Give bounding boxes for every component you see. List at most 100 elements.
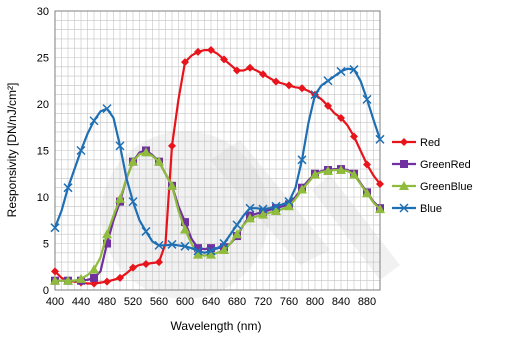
- data-point-greenblue: [154, 156, 164, 166]
- data-point-blue: [206, 246, 216, 256]
- data-point-blue: [271, 201, 281, 211]
- x-tick-label: 440: [72, 296, 90, 308]
- y-tick-label: 15: [37, 146, 49, 158]
- data-point-blue: [89, 116, 99, 126]
- data-point-blue: [323, 76, 333, 86]
- data-point-red: [142, 259, 150, 268]
- data-point-red: [207, 46, 215, 55]
- data-point-greenblue: [232, 229, 242, 239]
- x-tick-label: 400: [46, 296, 64, 308]
- plot-area: [54, 10, 381, 291]
- data-point-red: [116, 273, 124, 282]
- data-point-red: [350, 132, 358, 141]
- y-tick-label: 25: [37, 53, 49, 65]
- data-point-greenblue: [50, 275, 60, 285]
- x-tick-label: 640: [202, 296, 220, 308]
- data-point-greenblue: [115, 193, 125, 203]
- data-point-red: [181, 58, 189, 67]
- legend-item-blue: Blue: [392, 203, 442, 215]
- data-point-greenred: [194, 244, 202, 253]
- data-point-greenblue: [167, 180, 177, 190]
- data-point-greenred: [181, 218, 189, 227]
- y-tick-label: 10: [37, 192, 49, 204]
- legend: Red GreenRed GreenBlue Blue: [392, 137, 473, 215]
- data-point-red: [51, 267, 59, 276]
- legend-item-red: Red: [392, 137, 440, 149]
- data-point-greenblue: [362, 188, 372, 198]
- data-point-red: [129, 263, 137, 272]
- y-tick-label: 20: [37, 99, 49, 111]
- data-point-blue: [375, 134, 385, 144]
- data-point-blue: [310, 90, 320, 100]
- data-point-blue: [349, 65, 359, 75]
- legend-label: Blue: [420, 203, 442, 215]
- y-axis-title: Responsivity [DN/nJ/cm²]: [5, 83, 19, 218]
- data-point-greenblue: [63, 275, 73, 285]
- y-tick-label: 5: [43, 239, 49, 251]
- data-point-greenblue: [375, 204, 385, 214]
- x-tick-label: 600: [176, 296, 194, 308]
- data-point-blue: [76, 145, 86, 156]
- data-point-red: [363, 160, 371, 169]
- series-blue: [50, 65, 385, 256]
- x-axis-title: Wavelength (nm): [171, 319, 262, 333]
- data-point-greenblue: [323, 165, 333, 175]
- data-point-blue: [232, 220, 242, 230]
- legend-item-greenblue: GreenBlue: [392, 181, 473, 193]
- data-point-blue: [219, 238, 229, 249]
- data-point-red: [298, 84, 306, 93]
- data-point-red: [168, 141, 176, 150]
- data-point-red: [272, 77, 280, 86]
- data-point-red: [194, 47, 202, 56]
- data-point-blue: [180, 241, 190, 251]
- x-tick-label: 520: [124, 296, 142, 308]
- data-point-greenred: [103, 239, 111, 248]
- data-point-greenblue: [219, 245, 229, 255]
- data-point-red: [220, 55, 228, 64]
- data-point-greenblue: [271, 205, 281, 215]
- data-point-greenblue: [297, 184, 307, 194]
- series-greenblue: [50, 147, 385, 285]
- data-point-blue: [154, 240, 164, 250]
- data-point-red: [324, 101, 332, 110]
- data-point-blue: [141, 226, 151, 236]
- data-point-red: [233, 66, 241, 75]
- data-point-blue: [362, 94, 372, 104]
- legend-marker: [399, 181, 409, 190]
- x-tick-label: 480: [98, 296, 116, 308]
- data-point-blue: [115, 141, 125, 151]
- data-point-greenblue: [349, 169, 359, 179]
- x-axis-ticks: 400 440 480 520 560 600 640 680 720 760 800 840 880: [46, 296, 376, 308]
- x-tick-label: 880: [358, 296, 376, 308]
- legend-marker: [400, 160, 408, 168]
- x-tick-label: 680: [228, 296, 246, 308]
- data-point-greenblue: [141, 147, 151, 157]
- data-point-red: [155, 258, 163, 267]
- data-point-red: [376, 179, 384, 188]
- series-layer: [50, 46, 385, 288]
- data-point-greenred: [90, 273, 98, 282]
- data-point-greenblue: [258, 209, 268, 219]
- data-point-blue: [102, 104, 112, 114]
- data-point-greenblue: [180, 224, 190, 234]
- data-point-greenblue: [245, 213, 255, 223]
- x-tick-label: 560: [150, 296, 168, 308]
- data-point-greenblue: [284, 201, 294, 211]
- data-point-red: [246, 63, 254, 72]
- data-point-blue: [50, 223, 60, 233]
- data-point-greenblue: [310, 169, 320, 179]
- data-point-blue: [297, 155, 307, 165]
- data-point-blue: [258, 204, 268, 214]
- x-tick-label: 720: [254, 296, 272, 308]
- legend-label: Red: [420, 137, 440, 149]
- x-tick-label: 760: [280, 296, 298, 308]
- data-point-greenblue: [128, 156, 138, 166]
- data-point-red: [285, 81, 293, 90]
- data-point-blue: [128, 197, 138, 207]
- data-point-greenblue: [336, 165, 346, 175]
- data-point-blue: [167, 239, 177, 249]
- y-tick-label: 30: [37, 6, 49, 18]
- data-point-greenblue: [206, 249, 216, 259]
- legend-item-greenred: GreenRed: [392, 159, 471, 171]
